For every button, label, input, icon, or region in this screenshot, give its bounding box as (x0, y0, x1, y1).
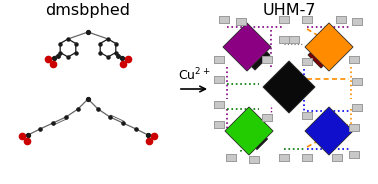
Polygon shape (349, 151, 359, 158)
Polygon shape (308, 42, 334, 68)
Polygon shape (236, 17, 246, 24)
Polygon shape (349, 151, 359, 158)
Polygon shape (214, 75, 224, 82)
Polygon shape (279, 153, 289, 160)
Polygon shape (262, 114, 272, 121)
Polygon shape (308, 42, 334, 68)
Polygon shape (302, 112, 312, 118)
Polygon shape (214, 121, 224, 128)
Polygon shape (223, 23, 271, 71)
Polygon shape (249, 155, 259, 162)
Polygon shape (305, 107, 353, 155)
Polygon shape (262, 56, 272, 63)
Polygon shape (332, 153, 342, 160)
Polygon shape (226, 153, 236, 160)
Polygon shape (214, 100, 224, 107)
Polygon shape (316, 128, 332, 144)
Polygon shape (236, 17, 246, 24)
Polygon shape (263, 61, 315, 113)
Polygon shape (214, 75, 224, 82)
Polygon shape (223, 23, 271, 71)
Polygon shape (279, 36, 289, 43)
Polygon shape (226, 153, 236, 160)
Text: UHM-7: UHM-7 (262, 3, 316, 18)
Polygon shape (289, 36, 299, 43)
Polygon shape (214, 100, 224, 107)
Polygon shape (279, 15, 289, 22)
Polygon shape (302, 15, 312, 22)
Polygon shape (305, 107, 353, 155)
Polygon shape (305, 23, 353, 71)
Polygon shape (279, 153, 289, 160)
Polygon shape (352, 103, 362, 111)
Polygon shape (302, 112, 312, 118)
Polygon shape (352, 17, 362, 24)
Polygon shape (249, 155, 259, 162)
Polygon shape (219, 15, 229, 22)
Polygon shape (219, 15, 229, 22)
Polygon shape (240, 40, 270, 70)
Text: Cu$^{2+}$: Cu$^{2+}$ (178, 66, 210, 83)
Polygon shape (352, 17, 362, 24)
Polygon shape (302, 57, 312, 65)
Polygon shape (279, 36, 289, 43)
Polygon shape (263, 61, 315, 113)
Polygon shape (305, 23, 353, 71)
Polygon shape (289, 36, 299, 43)
Polygon shape (240, 40, 270, 70)
Polygon shape (246, 128, 268, 149)
Polygon shape (279, 15, 289, 22)
Polygon shape (214, 56, 224, 63)
Polygon shape (225, 107, 273, 155)
Polygon shape (214, 121, 224, 128)
Polygon shape (349, 123, 359, 130)
Polygon shape (336, 15, 346, 22)
Polygon shape (302, 57, 312, 65)
Polygon shape (302, 153, 312, 160)
Polygon shape (336, 15, 346, 22)
Polygon shape (352, 103, 362, 111)
Polygon shape (352, 77, 362, 84)
Polygon shape (225, 107, 273, 155)
Polygon shape (214, 56, 224, 63)
Polygon shape (332, 153, 342, 160)
Polygon shape (349, 56, 359, 63)
Polygon shape (262, 114, 272, 121)
Polygon shape (246, 128, 268, 149)
Polygon shape (302, 15, 312, 22)
Polygon shape (349, 123, 359, 130)
Polygon shape (262, 56, 272, 63)
Polygon shape (302, 153, 312, 160)
Text: dmsbphed: dmsbphed (45, 3, 130, 18)
Polygon shape (349, 56, 359, 63)
Polygon shape (352, 77, 362, 84)
